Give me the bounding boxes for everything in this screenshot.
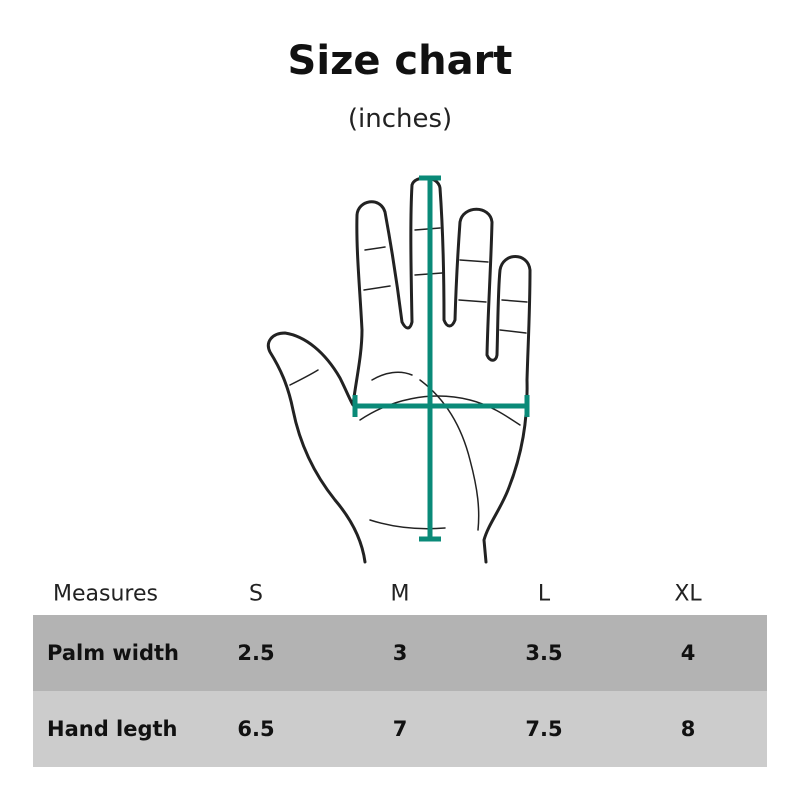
row-label: Hand legth xyxy=(47,717,178,741)
header-size-xl: XL xyxy=(674,581,702,607)
page-title: Size chart xyxy=(287,38,513,84)
hand-outline xyxy=(266,176,532,564)
header-size-s: S xyxy=(249,581,263,607)
cell-l: 3.5 xyxy=(525,641,563,665)
table-row-palm-width: Palm width 2.5 3 3.5 4 xyxy=(33,615,767,691)
cell-s: 2.5 xyxy=(237,641,275,665)
header-size-m: M xyxy=(390,581,410,607)
size-table: Measures S M L XL Palm width 2.5 3 3.5 4… xyxy=(33,575,767,767)
cell-m: 7 xyxy=(392,717,408,741)
row-label: Palm width xyxy=(47,641,180,665)
table-header-row: Measures S M L XL xyxy=(33,575,767,613)
table-row-hand-length: Hand legth 6.5 7 7.5 8 xyxy=(33,691,767,767)
cell-xl: 4 xyxy=(680,641,696,665)
header-size-l: L xyxy=(537,581,551,607)
header-measures: Measures xyxy=(53,581,158,607)
measurement-lines xyxy=(352,175,530,542)
units-subtitle: (inches) xyxy=(347,104,453,134)
cell-s: 6.5 xyxy=(237,717,275,741)
cell-m: 3 xyxy=(392,641,408,665)
cell-l: 7.5 xyxy=(525,717,563,741)
cell-xl: 8 xyxy=(680,717,696,741)
